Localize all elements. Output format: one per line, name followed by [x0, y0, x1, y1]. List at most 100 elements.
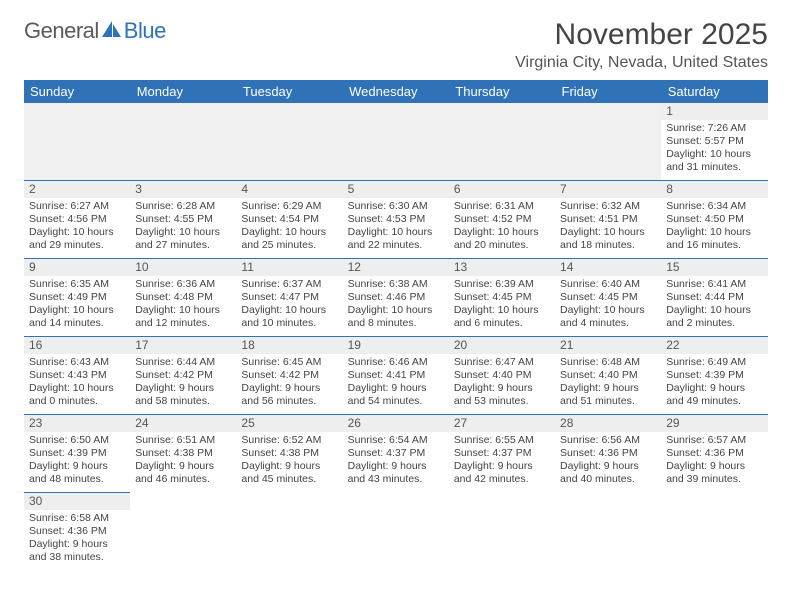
sunset-text: Sunset: 4:50 PM — [666, 213, 762, 226]
calendar-cell: 27Sunrise: 6:55 AMSunset: 4:37 PMDayligh… — [449, 414, 555, 492]
weekday-header: Wednesday — [343, 80, 449, 103]
calendar-cell: 29Sunrise: 6:57 AMSunset: 4:36 PMDayligh… — [661, 414, 767, 492]
calendar-cell — [555, 103, 661, 180]
day-info: Sunrise: 6:44 AMSunset: 4:42 PMDaylight:… — [135, 356, 231, 409]
day-info: Sunrise: 6:48 AMSunset: 4:40 PMDaylight:… — [560, 356, 656, 409]
daylight-text: Daylight: 10 hours and 4 minutes. — [560, 304, 656, 330]
calendar-cell — [449, 103, 555, 180]
calendar-cell: 19Sunrise: 6:46 AMSunset: 4:41 PMDayligh… — [343, 336, 449, 414]
daylight-text: Daylight: 9 hours and 40 minutes. — [560, 460, 656, 486]
calendar-week-row: 9Sunrise: 6:35 AMSunset: 4:49 PMDaylight… — [24, 258, 768, 336]
calendar-cell — [130, 103, 236, 180]
daylight-text: Daylight: 9 hours and 42 minutes. — [454, 460, 550, 486]
sunset-text: Sunset: 4:45 PM — [560, 291, 656, 304]
day-number: 26 — [343, 415, 449, 432]
calendar-week-row: 1Sunrise: 7:26 AMSunset: 5:57 PMDaylight… — [24, 103, 768, 180]
sunrise-text: Sunrise: 6:50 AM — [29, 434, 125, 447]
sunrise-text: Sunrise: 6:36 AM — [135, 278, 231, 291]
logo: General Blue — [24, 18, 166, 44]
day-number: 19 — [343, 337, 449, 354]
sunset-text: Sunset: 4:40 PM — [560, 369, 656, 382]
weekday-header: Saturday — [661, 80, 767, 103]
sunrise-text: Sunrise: 6:54 AM — [348, 434, 444, 447]
daylight-text: Daylight: 10 hours and 12 minutes. — [135, 304, 231, 330]
day-info: Sunrise: 6:34 AMSunset: 4:50 PMDaylight:… — [666, 200, 762, 253]
sunrise-text: Sunrise: 6:52 AM — [241, 434, 337, 447]
calendar-cell: 26 Sunrise: 6:54 AMSunset: 4:37 PMDayligh… — [343, 414, 449, 492]
sunset-text: Sunset: 4:42 PM — [135, 369, 231, 382]
daylight-text: Daylight: 9 hours and 53 minutes. — [454, 382, 550, 408]
day-number: 5 — [343, 181, 449, 198]
sunset-text: Sunset: 4:37 PM — [454, 447, 550, 460]
day-number: 12 — [343, 259, 449, 276]
daylight-text: Daylight: 9 hours and 38 minutes. — [29, 538, 125, 564]
day-number: 14 — [555, 259, 661, 276]
calendar-cell: 24Sunrise: 6:51 AMSunset: 4:38 PMDayligh… — [130, 414, 236, 492]
weekday-header: Tuesday — [236, 80, 342, 103]
day-info: Sunrise: 6:31 AMSunset: 4:52 PMDaylight:… — [454, 200, 550, 253]
sunrise-text: Sunrise: 6:35 AM — [29, 278, 125, 291]
sunrise-text: Sunrise: 6:58 AM — [29, 512, 125, 525]
calendar-cell: 25Sunrise: 6:52 AMSunset: 4:38 PMDayligh… — [236, 414, 342, 492]
daylight-text: Daylight: 9 hours and 58 minutes. — [135, 382, 231, 408]
sunrise-text: Sunrise: 6:34 AM — [666, 200, 762, 213]
weekday-header-row: SundayMondayTuesdayWednesdayThursdayFrid… — [24, 80, 768, 103]
calendar-cell: 17Sunrise: 6:44 AMSunset: 4:42 PMDayligh… — [130, 336, 236, 414]
day-number: 3 — [130, 181, 236, 198]
sunrise-text: Sunrise: 6:30 AM — [348, 200, 444, 213]
sunrise-text: Sunrise: 6:55 AM — [454, 434, 550, 447]
calendar-cell: 4Sunrise: 6:29 AMSunset: 4:54 PMDaylight… — [236, 180, 342, 258]
calendar-cell: 7Sunrise: 6:32 AMSunset: 4:51 PMDaylight… — [555, 180, 661, 258]
daylight-text: Daylight: 9 hours and 45 minutes. — [241, 460, 337, 486]
day-info: Sunrise: 6:52 AMSunset: 4:38 PMDaylight:… — [241, 434, 337, 487]
daylight-text: Daylight: 10 hours and 29 minutes. — [29, 226, 125, 252]
sunset-text: Sunset: 4:45 PM — [454, 291, 550, 304]
calendar-cell: 9Sunrise: 6:35 AMSunset: 4:49 PMDaylight… — [24, 258, 130, 336]
sunrise-text: Sunrise: 6:32 AM — [560, 200, 656, 213]
weekday-header: Sunday — [24, 80, 130, 103]
day-info: Sunrise: 6:39 AMSunset: 4:45 PMDaylight:… — [454, 278, 550, 331]
sunset-text: Sunset: 4:37 PM — [348, 447, 444, 460]
sunrise-text: Sunrise: 6:31 AM — [454, 200, 550, 213]
day-info: Sunrise: 7:26 AMSunset: 5:57 PMDaylight:… — [666, 122, 762, 175]
day-number: 9 — [24, 259, 130, 276]
sunrise-text: Sunrise: 6:51 AM — [135, 434, 231, 447]
sunset-text: Sunset: 4:46 PM — [348, 291, 444, 304]
daylight-text: Daylight: 10 hours and 22 minutes. — [348, 226, 444, 252]
day-info: Sunrise: 6:27 AMSunset: 4:56 PMDaylight:… — [29, 200, 125, 253]
sunset-text: Sunset: 4:52 PM — [454, 213, 550, 226]
calendar-cell: 28Sunrise: 6:56 AMSunset: 4:36 PMDayligh… — [555, 414, 661, 492]
day-info: Sunrise: 6:38 AMSunset: 4:46 PMDaylight:… — [348, 278, 444, 331]
day-info: Sunrise: 6:41 AMSunset: 4:44 PMDaylight:… — [666, 278, 762, 331]
sunset-text: Sunset: 4:47 PM — [241, 291, 337, 304]
sunset-text: Sunset: 4:51 PM — [560, 213, 656, 226]
daylight-text: Daylight: 10 hours and 2 minutes. — [666, 304, 762, 330]
calendar-table: SundayMondayTuesdayWednesdayThursdayFrid… — [24, 80, 768, 569]
daylight-text: Daylight: 9 hours and 56 minutes. — [241, 382, 337, 408]
calendar-cell: 1Sunrise: 7:26 AMSunset: 5:57 PMDaylight… — [661, 103, 767, 180]
day-number: 23 — [24, 415, 130, 432]
calendar-cell: 18Sunrise: 6:45 AMSunset: 4:42 PMDayligh… — [236, 336, 342, 414]
calendar-cell — [343, 103, 449, 180]
calendar-cell — [449, 492, 555, 569]
day-info: Sunrise: 6:58 AMSunset: 4:36 PMDaylight:… — [29, 512, 125, 565]
day-number: 8 — [661, 181, 767, 198]
daylight-text: Daylight: 9 hours and 48 minutes. — [29, 460, 125, 486]
sunrise-text: Sunrise: 6:57 AM — [666, 434, 762, 447]
sunset-text: Sunset: 5:57 PM — [666, 135, 762, 148]
daylight-text: Daylight: 10 hours and 18 minutes. — [560, 226, 656, 252]
sunrise-text: Sunrise: 6:28 AM — [135, 200, 231, 213]
day-number: 28 — [555, 415, 661, 432]
weekday-header: Monday — [130, 80, 236, 103]
calendar-cell: 6 Sunrise: 6:31 AMSunset: 4:52 PMDaylight… — [449, 180, 555, 258]
day-info: Sunrise: 6:29 AMSunset: 4:54 PMDaylight:… — [241, 200, 337, 253]
weekday-header: Friday — [555, 80, 661, 103]
sunset-text: Sunset: 4:36 PM — [29, 525, 125, 538]
day-number: 6 — [449, 181, 555, 198]
sunrise-text: Sunrise: 6:29 AM — [241, 200, 337, 213]
daylight-text: Daylight: 9 hours and 43 minutes. — [348, 460, 444, 486]
day-number: 13 — [449, 259, 555, 276]
sunrise-text: Sunrise: 6:39 AM — [454, 278, 550, 291]
day-number: 18 — [236, 337, 342, 354]
day-number: 22 — [661, 337, 767, 354]
